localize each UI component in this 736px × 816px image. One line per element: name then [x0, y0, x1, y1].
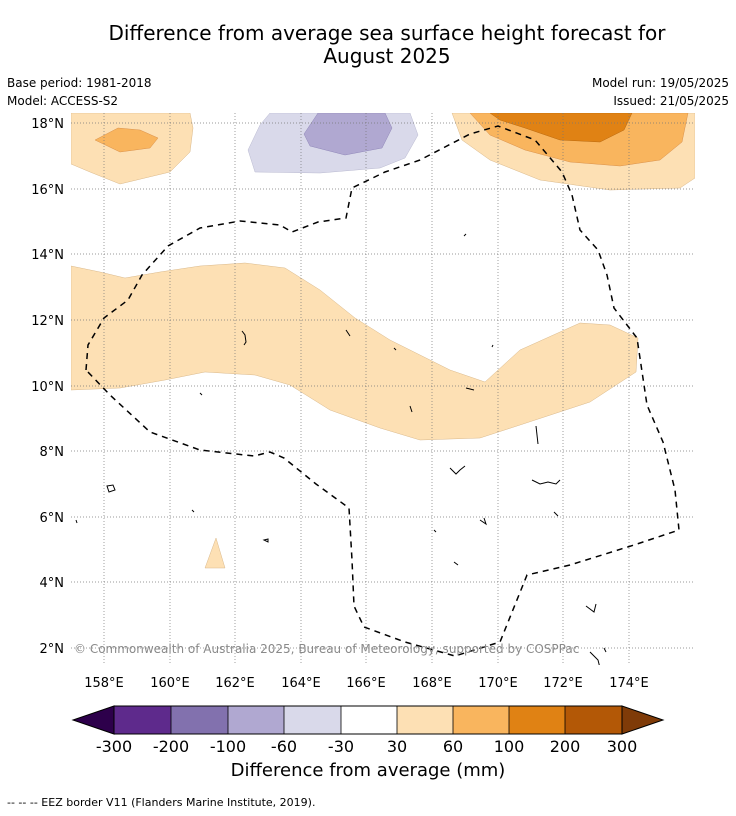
colorbar-extend-low — [71, 705, 115, 735]
colorbar-tick-label: -300 — [96, 737, 132, 756]
colorbar-segment — [453, 706, 509, 734]
colorbar-segment — [565, 706, 622, 734]
model-run: Model run: 19/05/2025 — [591, 76, 729, 90]
colorbar-segment — [114, 706, 171, 734]
colorbar-extend-high — [621, 705, 665, 735]
lon-label: 166°E — [346, 676, 386, 691]
colorbar-segment — [284, 706, 341, 734]
colorbar-segment — [341, 706, 397, 734]
lon-label: 172°E — [543, 676, 583, 691]
colorbar-tick-label: -100 — [210, 737, 246, 756]
colorbar-segment — [228, 706, 284, 734]
anomaly-positive-30-60-band — [71, 262, 639, 441]
colorbar-tick-label: 60 — [443, 737, 463, 756]
colorbar-tick-label: 300 — [607, 737, 638, 756]
colorbar-tick-label: -200 — [153, 737, 189, 756]
eez-footnote: -- -- -- EEZ border V11 (Flanders Marine… — [7, 796, 316, 809]
map-plot-area — [71, 113, 695, 665]
colorbar-tick-label: 30 — [387, 737, 407, 756]
colorbar-segment — [397, 706, 453, 734]
eez-border — [85, 125, 680, 657]
lon-label: 170°E — [478, 676, 518, 691]
anomaly-positive-30-60-patch — [204, 537, 226, 569]
colorbar-tick-label: -30 — [328, 737, 354, 756]
longitude-labels: 158°E 160°E 162°E 164°E 166°E 168°E 170°… — [84, 676, 649, 691]
colorbar-tick-label: 100 — [494, 737, 525, 756]
title-line-1: Difference from average sea surface heig… — [108, 21, 666, 45]
lon-label: 160°E — [150, 676, 190, 691]
meta-right: Model run: 19/05/2025 Issued: 21/05/2025 — [592, 74, 729, 110]
latitude-labels: 18°N 16°N 14°N 12°N 10°N 8°N 6°N 4°N 2°N — [31, 117, 64, 657]
anomaly-negative-60-100 — [303, 113, 393, 156]
map-title: Difference from average sea surface heig… — [0, 22, 736, 68]
colorbar-segment — [171, 706, 228, 734]
lat-label: 14°N — [31, 248, 64, 263]
lon-label: 162°E — [215, 676, 255, 691]
copyright-text: © Commonwealth of Australia 2025, Bureau… — [74, 642, 579, 656]
anomaly-positive-100-200-topright — [489, 113, 633, 143]
colorbar-segment — [509, 706, 565, 734]
model-name: Model: ACCESS-S2 — [7, 94, 119, 108]
lat-label: 6°N — [40, 511, 65, 526]
lon-label: 174°E — [609, 676, 649, 691]
lon-label: 158°E — [84, 676, 124, 691]
meta-left: Base period: 1981-2018 Model: ACCESS-S2 — [7, 74, 152, 110]
lat-label: 12°N — [31, 314, 64, 329]
lat-label: 10°N — [31, 380, 64, 395]
lat-label: 4°N — [40, 576, 65, 591]
lon-label: 164°E — [281, 676, 321, 691]
lat-label: 2°N — [40, 642, 65, 657]
colorbar-title: Difference from average (mm) — [230, 760, 506, 781]
title-line-2: August 2025 — [323, 44, 451, 68]
base-period: Base period: 1981-2018 — [7, 76, 152, 90]
anomaly-positive-60-100-topleft — [94, 127, 159, 153]
colorbar-tick-label: 200 — [550, 737, 581, 756]
lat-label: 18°N — [31, 117, 64, 132]
lat-label: 8°N — [40, 445, 65, 460]
colorbar-tick-label: -60 — [271, 737, 297, 756]
colorbar: -300 -200 -100 -60 -30 30 60 100 200 300 — [71, 705, 665, 756]
lat-label: 16°N — [31, 183, 64, 198]
islands — [75, 233, 607, 665]
issued-date: Issued: 21/05/2025 — [613, 94, 729, 108]
lon-label: 168°E — [412, 676, 452, 691]
